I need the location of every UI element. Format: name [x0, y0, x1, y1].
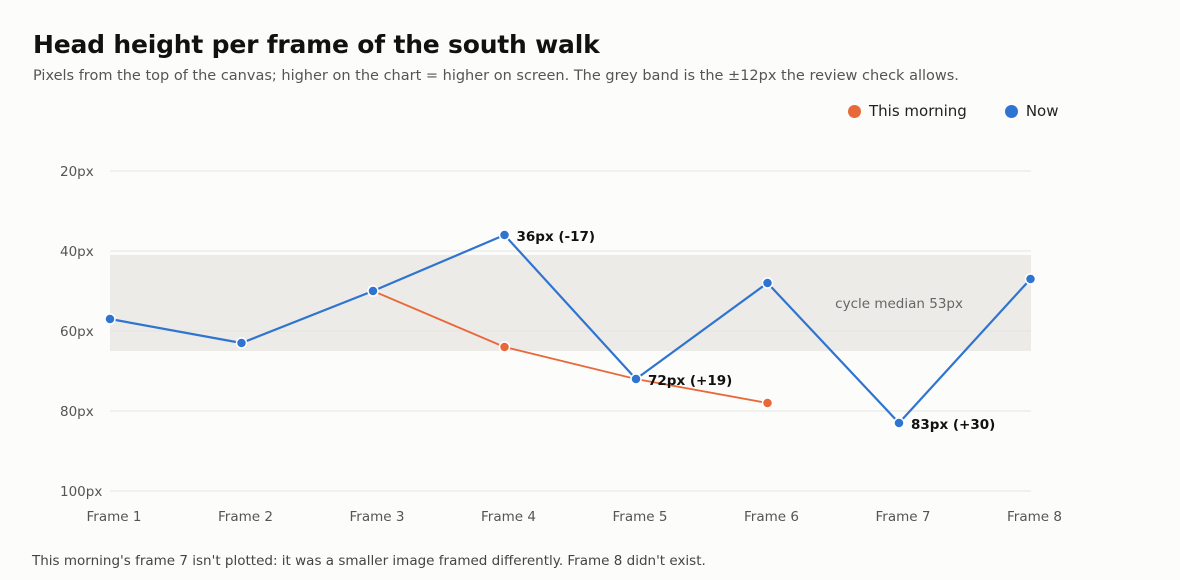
series-line-now	[109, 233, 1032, 425]
legend-swatch-morning	[848, 104, 861, 118]
series-line-morning	[372, 290, 768, 404]
data-point-now	[630, 373, 642, 385]
x-tick-label: Frame 5	[613, 509, 668, 525]
legend-label-morning: This morning	[869, 102, 967, 120]
band-label: cycle median 53px	[835, 296, 963, 312]
x-tick-label: Frame 2	[218, 509, 273, 525]
y-tick-label: 60px	[60, 324, 94, 340]
legend-item-morning: This morning	[848, 102, 967, 120]
data-point-morning	[761, 397, 774, 409]
data-point-now	[367, 285, 379, 297]
data-point-now	[1024, 273, 1037, 285]
data-label: 83px (+30)	[911, 417, 995, 433]
legend-swatch-now	[1004, 104, 1018, 118]
chart-subtitle: Pixels from the top of the canvas; highe…	[33, 68, 959, 84]
y-tick-label: 20px	[60, 164, 94, 180]
chart-footnote: This morning's frame 7 isn't plotted: it…	[32, 553, 706, 569]
data-point-now	[893, 417, 905, 429]
data-point-morning	[498, 341, 511, 353]
y-tick-label: 40px	[60, 244, 94, 260]
y-tick-label: 100px	[60, 484, 102, 500]
legend-label-now: Now	[1025, 102, 1059, 120]
data-label: 72px (+19)	[648, 373, 732, 389]
data-point-now	[235, 337, 248, 349]
legend-item-now: Now	[1004, 102, 1059, 120]
x-tick-label: Frame 6	[744, 509, 799, 525]
chart-title: Head height per frame of the south walk	[33, 30, 600, 59]
y-tick-label: 80px	[60, 404, 94, 420]
x-tick-label: Frame 4	[481, 509, 536, 525]
x-tick-label: Frame 7	[876, 509, 931, 525]
data-point-now	[761, 277, 774, 289]
data-point-now	[498, 229, 511, 241]
legend: This morning Now	[848, 102, 1059, 120]
x-tick-label: Frame 8	[1007, 509, 1062, 525]
data-point-now	[104, 313, 116, 325]
x-tick-label: Frame 3	[350, 509, 405, 525]
x-tick-label: Frame 1	[87, 509, 142, 525]
data-label: 36px (-17)	[517, 229, 596, 245]
